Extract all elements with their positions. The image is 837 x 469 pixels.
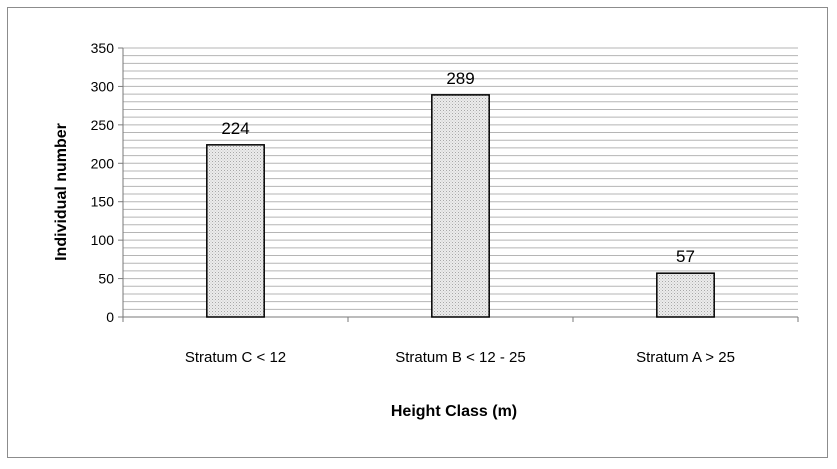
y-tick-label: 300 (91, 78, 115, 94)
y-tick-labels: 0 50 100 150 200 250 300 350 (91, 40, 115, 325)
x-category-labels: Stratum C < 12 Stratum B < 12 - 25 Stratum… (185, 349, 735, 366)
x-category-label: Stratum C < 12 (185, 349, 286, 366)
y-tick-label: 50 (98, 271, 114, 287)
y-axis-title: Individual number (53, 123, 70, 261)
data-label: 57 (676, 247, 695, 266)
data-label: 224 (221, 119, 249, 138)
bar (206, 144, 265, 318)
y-tick-label: 0 (106, 309, 114, 325)
y-tick-label: 150 (91, 194, 115, 210)
chart-frame: 0 50 100 150 200 250 300 350 Stratum C < 12 Stra… (7, 7, 828, 458)
bar (431, 94, 490, 318)
x-category-label: Stratum A > 25 (636, 349, 735, 366)
y-tick-label: 350 (91, 40, 115, 56)
y-tick-label: 200 (91, 155, 115, 171)
y-tick-label: 250 (91, 117, 115, 133)
bar (656, 272, 715, 318)
x-axis-title: Height Class (m) (391, 403, 517, 420)
data-label: 289 (446, 69, 474, 88)
y-tick-label: 100 (91, 232, 115, 248)
bars (206, 94, 715, 318)
data-labels: 224 289 57 (221, 69, 695, 266)
x-category-label: Stratum B < 12 - 25 (395, 349, 525, 366)
